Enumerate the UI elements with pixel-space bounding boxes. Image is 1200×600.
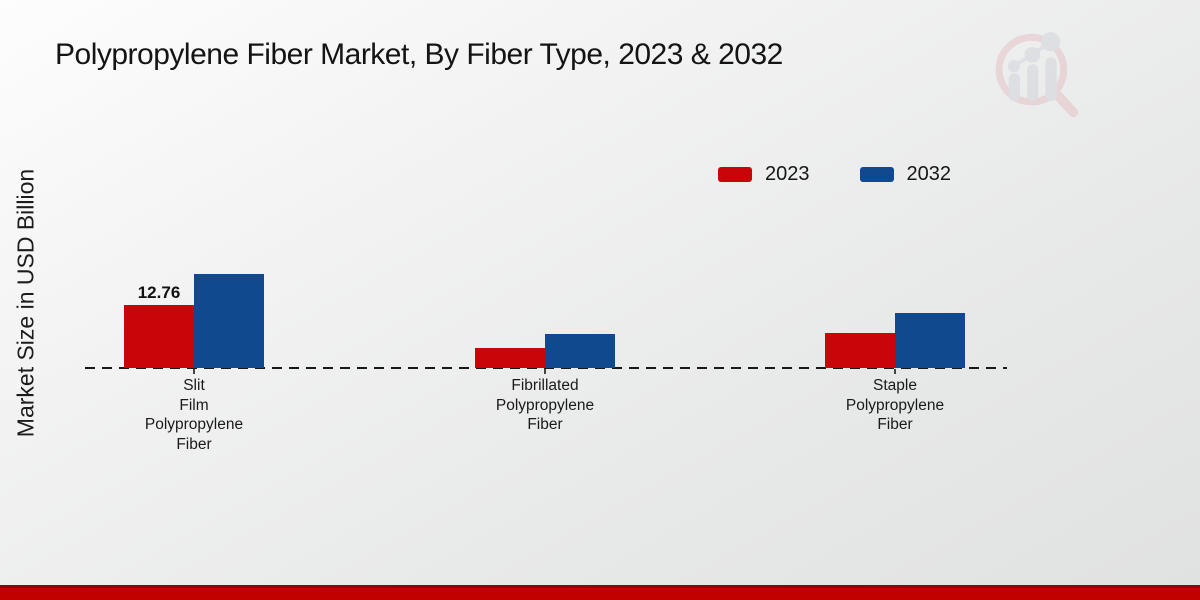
chart-title: Polypropylene Fiber Market, By Fiber Typ… [55,38,783,71]
footer-accent-bar [0,585,1200,600]
legend-item-2023: 2023 [718,163,810,186]
legend: 2023 2032 [718,163,951,186]
legend-swatch-2023 [718,167,752,182]
x-axis-tick [544,369,546,374]
legend-swatch-2032 [859,167,894,182]
x-axis-baseline [85,367,1007,369]
category-label-2: Staple Polypropylene Fiber [845,377,945,433]
category-label-1: Fibrillated Polypropylene Fiber [495,377,595,433]
magnifier-bar-chart-logo-icon [995,32,1079,118]
legend-label-2023: 2023 [765,163,810,185]
bar-value-label: 12.76 [137,283,181,302]
x-axis-tick [193,369,195,374]
category-label-0: Slit Film Polypropylene Fiber [144,377,244,453]
x-axis-tick [894,369,896,374]
bar-2032-category-0 [194,274,264,368]
bar-2032-category-1 [545,334,615,368]
bar-2023-category-1 [475,348,545,368]
bar-2023-category-0 [124,305,194,368]
bar-2023-category-2 [825,333,895,368]
legend-label-2032: 2032 [906,163,952,185]
legend-item-2032: 2032 [859,163,952,186]
bar-2032-category-2 [895,313,965,368]
